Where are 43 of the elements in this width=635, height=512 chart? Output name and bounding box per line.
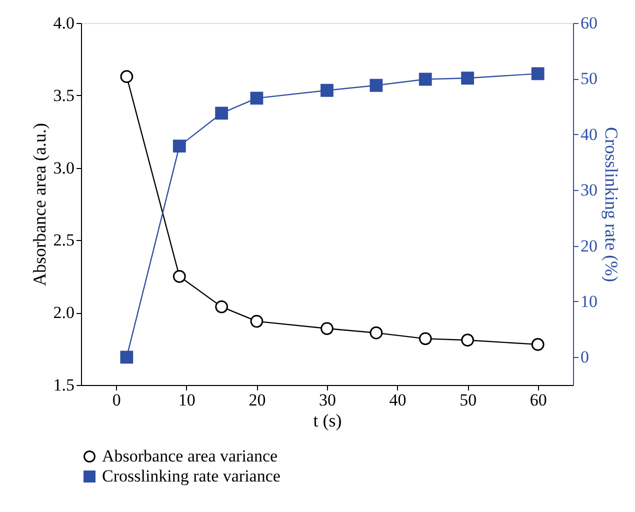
point (215, 300, 228, 314)
x-tick-label: 10 (178, 390, 196, 410)
point (320, 322, 334, 335)
point (250, 314, 264, 328)
x-tick-label: 60 (530, 390, 547, 410)
y2-axis-title: Crosslinking rate (%) (602, 127, 622, 282)
y-tick-label: 1.5 (53, 376, 74, 394)
x-axis-title: t (s) (313, 410, 342, 430)
y2-tick-label: 40 (580, 124, 598, 144)
point (120, 350, 134, 364)
y2-tick-label: 10 (580, 292, 598, 311)
point (531, 338, 544, 351)
x-tick-label: 20 (248, 390, 266, 410)
y2-tick-label: 50 (580, 69, 598, 88)
point (120, 70, 134, 84)
point (461, 334, 474, 347)
point (215, 106, 228, 120)
x-tick-label: 50 (460, 390, 477, 410)
point (370, 326, 383, 340)
y-tick-label: 2.0 (53, 303, 74, 322)
point (172, 270, 186, 283)
x-tick-label: 40 (389, 390, 406, 410)
point (320, 84, 334, 97)
point (418, 72, 432, 86)
y2-tick-label: 0 (580, 348, 589, 367)
point (418, 332, 432, 346)
legend-label: Crosslinking rate variance (102, 466, 280, 486)
point (172, 140, 186, 153)
y-axis-title: Absorbance area (a.u.) (29, 123, 50, 286)
x-tick-label: 30 (319, 390, 336, 410)
legend-label: Absorbance area variance (102, 446, 278, 466)
point (370, 78, 383, 92)
y2-tick-label: 20 (580, 236, 598, 256)
y-tick-label: 4.0 (53, 14, 74, 32)
x-tick-label: 0 (112, 390, 121, 410)
y2-tick-label: 60 (580, 14, 598, 32)
y-tick-label: 3.5 (53, 86, 74, 105)
y2-tick-label: 30 (580, 180, 598, 200)
point (250, 92, 264, 105)
y-tick-label: 2.5 (53, 230, 74, 250)
point (531, 67, 544, 80)
point (461, 72, 474, 85)
y-tick-label: 3.0 (53, 158, 74, 178)
